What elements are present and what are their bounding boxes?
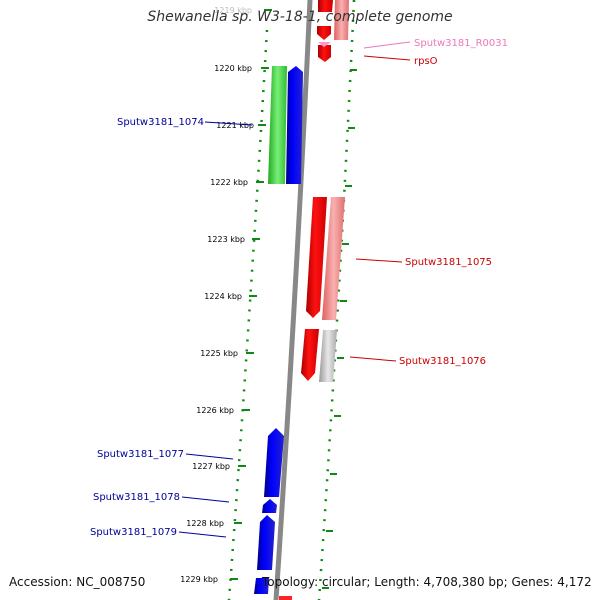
gene-label[interactable]: Sputw3181_1075 [405,257,492,268]
gene-partial-bottom-red[interactable] [279,596,292,600]
gene-features [254,0,349,600]
connector-1076 [349,356,397,362]
tick-label: 1222 kbp [210,178,248,187]
gene-rpso-lower[interactable] [318,45,331,62]
genome-backbone [273,0,313,600]
genome-title: Shewanella sp. W3-18-1, complete genome [147,9,453,25]
inner-tick-ring [317,0,356,600]
connector-rpso [363,55,411,61]
gene-1075-pair[interactable] [322,197,345,320]
gene-1075[interactable] [306,197,327,318]
gene-label[interactable]: Sputw3181_1076 [399,356,486,367]
gene-1074[interactable] [286,66,303,184]
connector-1078 [181,496,230,503]
gene-label[interactable]: Sputw3181_1077 [97,449,184,460]
gene-small-red[interactable] [317,26,331,40]
gene-labels: Sputw3181_R0031 rpsO Sputw3181_1074 Sput… [90,38,508,538]
tick-label: 1221 kbp [216,121,254,130]
accession-label: Accession: NC_008750 [9,575,146,589]
gene-r0031[interactable] [334,0,349,40]
connector-1074 [204,121,253,126]
tick-label: 1220 kbp [214,64,252,73]
gene-partial-bottom[interactable] [254,578,269,594]
connector-r0031 [363,41,411,49]
gene-label[interactable]: Sputw3181_R0031 [414,38,508,49]
scale-ticks: 1219 kbp 1220 kbp 1221 kbp 1222 kbp 1223… [180,6,357,589]
gene-rpso[interactable] [318,0,333,12]
tick-label: 1219 kbp [214,6,252,15]
tick-label: 1227 kbp [192,462,230,471]
gene-1076-pair[interactable] [319,330,337,382]
connector-1077 [185,453,234,460]
tick-label: 1226 kbp [196,406,234,415]
tick-label: 1229 kbp [180,575,218,584]
gene-1076[interactable] [301,329,319,381]
genome-summary: Topology: circular; Length: 4,708,380 bp… [262,575,592,589]
tick-label: 1228 kbp [186,519,224,528]
connector-1079 [178,531,227,538]
label-connectors [178,41,411,538]
gene-highlight-green[interactable] [268,66,287,184]
tick-label: 1223 kbp [207,235,245,244]
gene-label[interactable]: Sputw3181_1074 [117,117,204,128]
gene-r0031-tip[interactable] [318,42,331,47]
tick-label: 1224 kbp [204,292,242,301]
outer-tick-ring [227,29,269,600]
gene-label[interactable]: Sputw3181_1079 [90,527,177,538]
gene-1079[interactable] [257,515,275,570]
connector-1075 [355,258,403,263]
gene-label[interactable]: rpsO [414,56,438,67]
gene-label[interactable]: Sputw3181_1078 [93,492,180,503]
tick-label: 1225 kbp [200,349,238,358]
gene-1077[interactable] [264,428,284,497]
gene-1078[interactable] [262,499,277,513]
